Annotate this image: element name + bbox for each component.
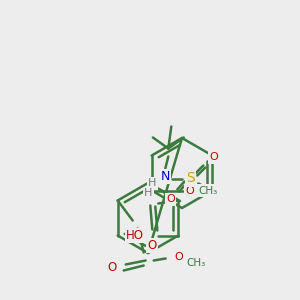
Text: N: N [160, 170, 170, 183]
Text: HO: HO [126, 229, 144, 242]
Text: O: O [174, 253, 183, 262]
Text: H: H [144, 188, 152, 199]
Text: O: O [166, 194, 175, 205]
Text: CH₃: CH₃ [186, 259, 205, 269]
Text: O: O [107, 261, 116, 274]
Text: O: O [185, 185, 194, 196]
Text: O: O [209, 152, 218, 163]
Text: S: S [186, 172, 195, 185]
Text: H: H [148, 178, 157, 188]
Text: O: O [148, 239, 157, 252]
Text: CH₃: CH₃ [198, 185, 217, 196]
